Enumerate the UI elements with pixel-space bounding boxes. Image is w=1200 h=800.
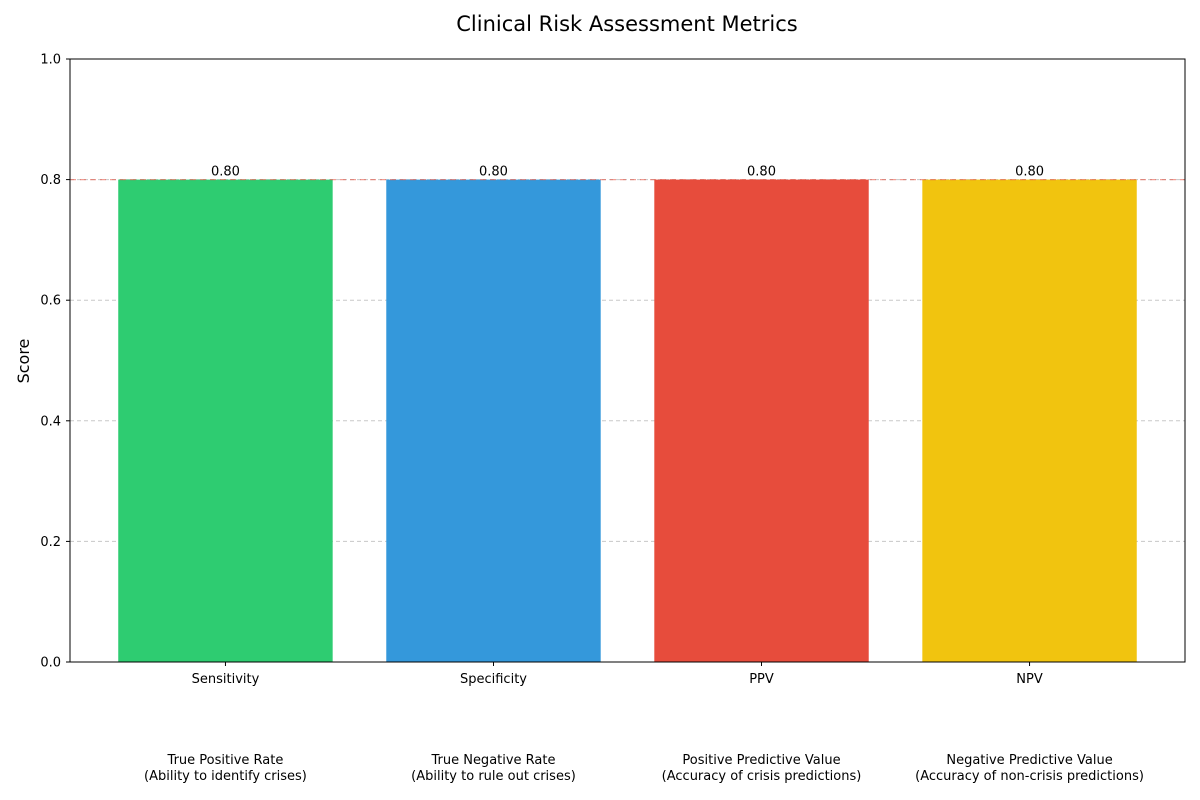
y-tick-label: 0.0 <box>40 656 61 671</box>
y-axis: 0.0 0.2 0.4 0.6 0.8 1.0 <box>40 53 70 671</box>
x-tick-label: Sensitivity <box>192 672 260 687</box>
category-description: Negative Predictive Value <box>946 753 1112 768</box>
x-tick-label: Specificity <box>460 672 527 687</box>
x-tick-label: PPV <box>749 672 774 687</box>
category-description: Positive Predictive Value <box>682 753 840 768</box>
category-description: True Negative Rate <box>430 753 555 768</box>
x-tick-label: NPV <box>1016 672 1043 687</box>
y-axis-label: Score <box>14 339 33 384</box>
category-description-detail: (Ability to rule out crises) <box>411 769 576 784</box>
bar-specificity <box>386 179 601 662</box>
category-description-detail: (Accuracy of non-crisis predictions) <box>915 769 1144 784</box>
bars <box>118 179 1137 662</box>
bar-ppv <box>654 179 869 662</box>
category-description-detail: (Accuracy of crisis predictions) <box>662 769 862 784</box>
y-tick-label: 1.0 <box>40 53 61 68</box>
value-label: 0.80 <box>211 165 240 180</box>
bar-sensitivity <box>118 179 333 662</box>
category-description: True Positive Rate <box>167 753 284 768</box>
y-tick-label: 0.6 <box>40 294 61 309</box>
value-label: 0.80 <box>1015 165 1044 180</box>
y-tick-label: 0.2 <box>40 535 61 550</box>
y-tick-label: 0.8 <box>40 173 61 188</box>
value-label: 0.80 <box>747 165 776 180</box>
category-description-detail: (Ability to identify crises) <box>144 769 307 784</box>
y-tick-label: 0.4 <box>40 414 61 429</box>
value-label: 0.80 <box>479 165 508 180</box>
value-labels: 0.80 0.80 0.80 0.80 <box>211 165 1044 180</box>
bar-npv <box>922 179 1137 662</box>
plot-frame <box>69 58 1186 663</box>
chart-title: Clinical Risk Assessment Metrics <box>456 12 797 36</box>
